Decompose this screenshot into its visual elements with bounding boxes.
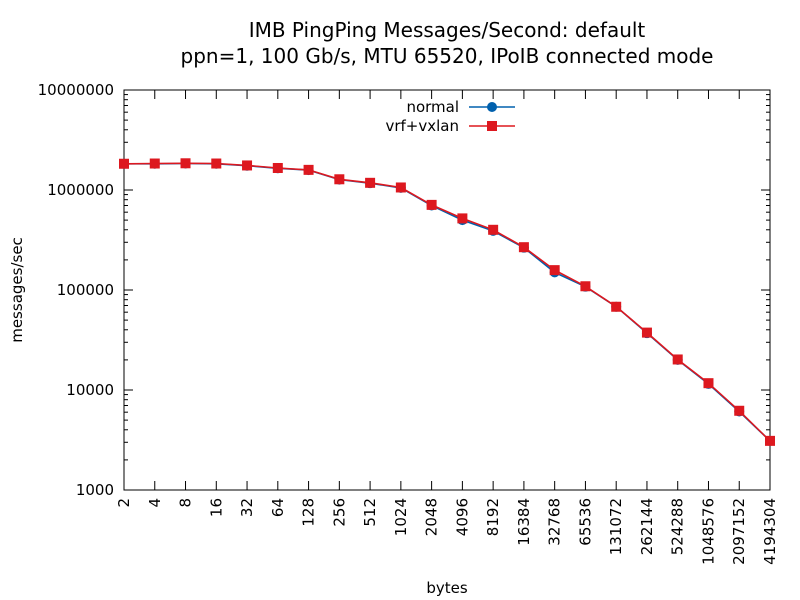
data-point	[119, 158, 129, 169]
data-point	[242, 160, 253, 171]
series-line	[124, 162, 771, 442]
y-tick-label: 100000	[57, 281, 114, 299]
series-layer	[119, 158, 775, 446]
data-point	[149, 158, 160, 169]
legend-marker	[487, 102, 497, 112]
y-tick-label: 1000	[76, 481, 114, 499]
data-point	[672, 354, 683, 365]
data-point	[303, 164, 314, 175]
x-axis: 2 4 8 16 32 64 128 256 512 1024 2048 4096 8192 16384 3…	[115, 90, 779, 565]
data-point	[641, 327, 652, 338]
series-vrf-vxlan	[119, 158, 775, 446]
chart-subtitle: ppn=1, 100 Gb/s, MTU 65520, IPoIB connec…	[181, 44, 714, 68]
x-tick-label: 1024	[392, 498, 410, 536]
x-tick-label: 131072	[607, 498, 625, 555]
x-tick-label: 512	[361, 498, 379, 527]
data-point	[580, 281, 591, 292]
data-point	[734, 405, 745, 416]
x-tick-label: 1048576	[699, 498, 717, 565]
data-point	[703, 378, 714, 389]
data-point	[211, 158, 222, 169]
chart-title: IMB PingPing Messages/Second: default	[249, 18, 646, 42]
x-tick-label: 2097152	[730, 498, 748, 565]
y-axis-label: messages/sec	[8, 237, 26, 343]
y-tick-label: 10000	[66, 381, 114, 399]
x-tick-label: 16384	[515, 498, 533, 546]
x-tick-label: 4194304	[761, 498, 779, 565]
legend-label: normal	[406, 98, 459, 116]
data-point	[611, 301, 622, 312]
x-tick-label: 65536	[576, 498, 594, 546]
x-tick-label: 8192	[484, 498, 502, 536]
x-tick-label: 4	[146, 498, 164, 508]
plot-border	[123, 89, 771, 491]
x-tick-label: 16	[207, 498, 225, 517]
y-axis: 1000 10000 100000 1000000 10000000	[38, 81, 770, 499]
x-tick-label: 256	[330, 498, 348, 527]
x-tick-label: 262144	[638, 498, 656, 555]
x-tick-label: 128	[300, 498, 318, 527]
data-point	[334, 174, 345, 185]
x-axis-label: bytes	[426, 579, 468, 597]
data-point	[426, 199, 437, 210]
x-tick-label: 8	[177, 498, 195, 508]
x-tick-label: 64	[269, 498, 287, 517]
data-point	[457, 213, 468, 224]
data-point	[180, 158, 191, 169]
y-tick-label: 10000000	[38, 81, 114, 99]
y-tick-label: 1000000	[47, 181, 114, 199]
x-tick-label: 2048	[423, 498, 441, 536]
x-tick-label: 4096	[453, 498, 471, 536]
series-line	[123, 162, 771, 442]
data-point	[518, 242, 529, 253]
data-point	[272, 162, 283, 173]
legend-label: vrf+vxlan	[385, 117, 459, 135]
x-tick-label: 32	[238, 498, 256, 517]
legend-marker	[487, 121, 497, 131]
data-point	[488, 224, 499, 235]
x-tick-label: 2	[115, 498, 133, 508]
data-point	[365, 177, 376, 188]
x-tick-label: 32768	[546, 498, 564, 546]
data-point	[765, 435, 775, 446]
data-point	[395, 182, 406, 193]
series-normal	[119, 158, 775, 446]
x-tick-label: 524288	[669, 498, 687, 555]
data-point	[549, 265, 560, 276]
